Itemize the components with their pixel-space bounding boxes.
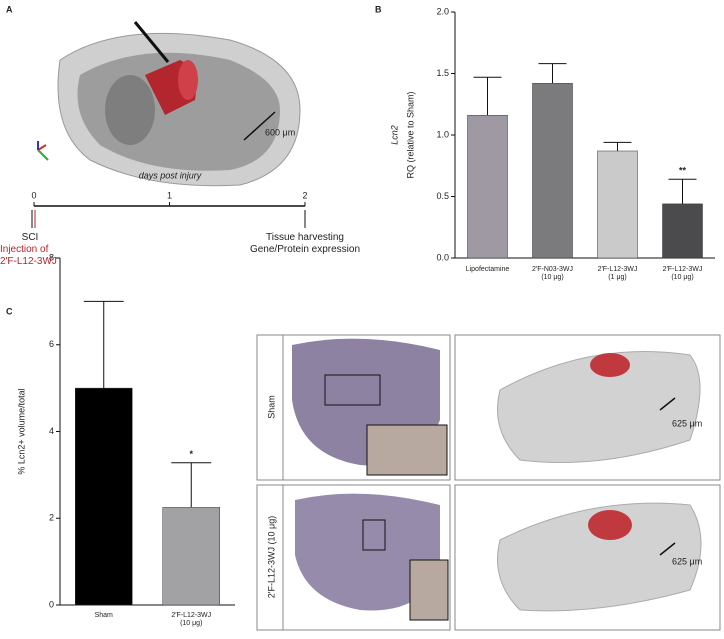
bar [75,387,133,606]
x-tick-label: 2′F-L12-3WJ (10 μg) [662,266,703,282]
x-tick-label: Lipofectamine [465,266,510,273]
inset-box [362,519,386,551]
y-axis-label: % Lcn2+ volume/total [16,388,26,474]
bar [532,83,573,259]
timeline-title: days post injury [139,170,202,180]
event-label: Injection of 2′F-L12-3WJ [0,244,57,267]
y-tick-label: 0.0 [436,252,449,262]
y-tick-label: 6 [49,339,54,349]
tissue-section [295,493,440,611]
scale-bar [243,111,276,141]
image-frame [256,484,451,631]
image-frame [454,484,721,631]
timeline-tick-label: 2 [302,190,307,200]
bar [467,115,508,259]
model-3d [497,502,702,612]
axis-icon [37,144,47,151]
tissue-end [105,75,155,145]
inset-box [324,374,381,406]
timeline-tick-label: 1 [167,190,172,200]
scale-label: 625 μm [672,418,702,428]
row-label: Sham [266,395,276,419]
x-tick-label: 2′F-L12-3WJ (1 μg) [597,266,638,282]
x-tick-label: 2′F-N03-3WJ (10 μg) [532,266,573,282]
y-tick-label: 1.0 [436,129,449,139]
event-label: SCI [21,232,39,243]
scale-bar [659,397,676,411]
axis-icon [37,149,49,161]
inset [409,559,449,621]
event-label: Tissue harvesting Gene/Protein expressio… [249,232,361,255]
row-label: 2′F-L12-3WJ (10 μg) [266,516,276,598]
inset [366,424,448,476]
y-tick-label: 2 [49,513,54,523]
y-tick-label: 0 [49,599,54,609]
syringe [133,21,170,63]
significance: * [189,449,193,459]
y-axis-label: Lcn2 [389,125,399,145]
injection-3d [590,353,630,377]
panel-label: A [6,4,13,14]
bar [662,203,703,259]
y-axis-label: RQ (relative to Sham) [405,91,415,178]
panel-label: C [6,306,13,316]
x-tick-label: 2′F-L12-3WJ (10 μg) [171,612,212,628]
bar [597,150,638,259]
y-tick-label: 2.0 [436,6,449,16]
y-tick-label: 8 [49,252,54,262]
scale-bar [659,542,676,556]
x-tick-label: Sham [94,612,113,619]
bar [162,507,220,606]
y-tick-label: 1.5 [436,68,449,78]
scale-label: 600 μm [265,127,295,137]
injection-3d [588,510,632,540]
significance: ** [679,166,687,176]
y-tick-label: 4 [49,426,54,436]
timeline-tick-label: 0 [31,190,36,200]
image-frame [454,334,721,481]
injection-site-end [178,60,198,100]
y-tick-label: 0.5 [436,191,449,201]
spinal-cord-model [37,21,301,187]
scale-label: 625 μm [672,556,702,566]
panel-label: B [375,4,382,14]
image-frame [256,334,451,481]
